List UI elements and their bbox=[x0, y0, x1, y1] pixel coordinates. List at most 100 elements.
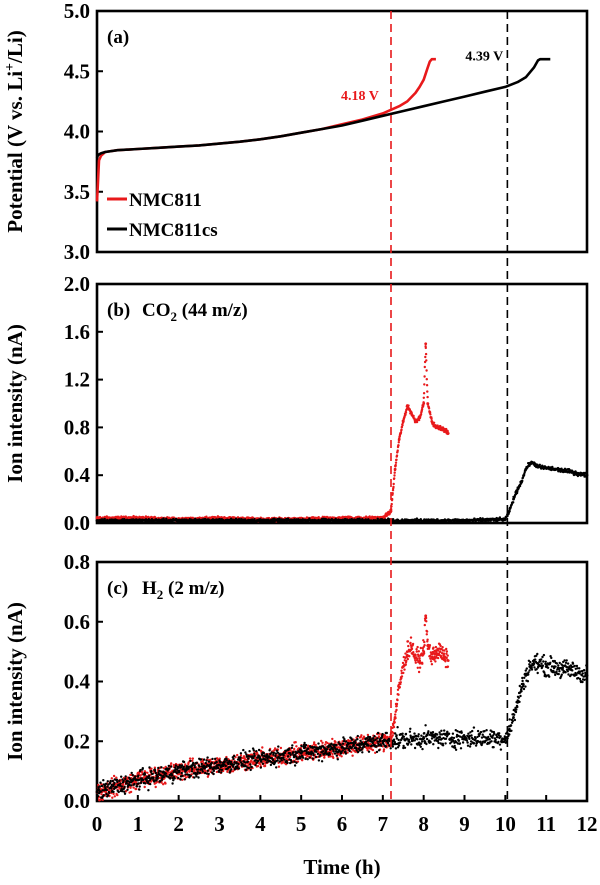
data-point bbox=[294, 741, 297, 744]
data-point bbox=[141, 771, 144, 774]
data-point bbox=[360, 734, 363, 737]
data-point bbox=[332, 756, 335, 760]
data-point bbox=[295, 745, 298, 748]
data-point bbox=[584, 471, 587, 475]
data-point bbox=[191, 767, 194, 771]
data-point bbox=[212, 772, 215, 776]
data-point bbox=[108, 791, 111, 795]
data-point bbox=[404, 411, 408, 414]
data-point-key bbox=[426, 644, 430, 647]
data-point-key bbox=[424, 614, 428, 618]
data-point bbox=[153, 769, 157, 773]
data-point-key bbox=[532, 461, 536, 465]
data-point bbox=[107, 794, 110, 797]
data-point-key bbox=[430, 420, 434, 423]
data-point bbox=[396, 449, 399, 452]
data-point-key bbox=[414, 420, 417, 423]
data-point bbox=[164, 782, 167, 785]
data-point bbox=[98, 785, 102, 788]
data-point bbox=[518, 484, 522, 488]
data-point-key bbox=[520, 479, 524, 483]
data-point-key bbox=[95, 519, 99, 522]
data-point bbox=[400, 428, 403, 431]
data-point bbox=[100, 784, 104, 788]
data-point bbox=[102, 779, 105, 782]
data-point bbox=[406, 640, 410, 643]
y-tick-label: 1.6 bbox=[64, 320, 90, 344]
data-point bbox=[115, 778, 119, 781]
data-point bbox=[277, 765, 281, 768]
data-point bbox=[393, 477, 396, 480]
data-point bbox=[426, 638, 429, 641]
data-point bbox=[178, 764, 182, 767]
data-point bbox=[287, 747, 291, 750]
data-point bbox=[313, 741, 316, 744]
data-point bbox=[184, 763, 187, 766]
data-point bbox=[133, 782, 136, 786]
data-point bbox=[161, 521, 164, 524]
data-point bbox=[512, 501, 515, 504]
data-point bbox=[183, 778, 187, 781]
data-point bbox=[239, 756, 242, 759]
data-point bbox=[164, 772, 168, 775]
data-point-key bbox=[405, 650, 409, 653]
data-point bbox=[278, 760, 281, 763]
data-point bbox=[207, 760, 211, 763]
y-tick-label: 0.4 bbox=[64, 463, 91, 487]
data-point bbox=[216, 767, 220, 770]
data-point bbox=[139, 781, 143, 785]
data-point bbox=[405, 659, 408, 663]
y-axis-title: Ion intensity (nA) bbox=[3, 324, 27, 483]
series-line-nmc811cs bbox=[95, 57, 551, 159]
data-point bbox=[219, 761, 222, 764]
data-point bbox=[436, 656, 440, 660]
data-point bbox=[392, 482, 395, 486]
data-point bbox=[324, 743, 327, 746]
data-point bbox=[423, 623, 426, 627]
data-point bbox=[392, 485, 395, 489]
data-point bbox=[143, 773, 147, 776]
data-point bbox=[263, 764, 267, 768]
data-point bbox=[246, 764, 249, 767]
data-point bbox=[166, 772, 169, 776]
data-point bbox=[111, 796, 114, 799]
data-point-key bbox=[528, 461, 532, 465]
data-point bbox=[123, 792, 127, 795]
data-point bbox=[264, 758, 267, 761]
data-point-key bbox=[569, 470, 573, 473]
data-point bbox=[104, 782, 108, 785]
data-point-key bbox=[552, 467, 556, 471]
data-point-key bbox=[536, 465, 540, 469]
data-point-key bbox=[299, 519, 303, 522]
data-point bbox=[243, 761, 247, 764]
data-point bbox=[180, 771, 183, 775]
y-tick-label: 1.2 bbox=[64, 368, 90, 392]
data-point bbox=[157, 766, 160, 770]
data-point bbox=[217, 770, 221, 774]
data-point bbox=[445, 427, 448, 431]
series-scatter-nmc811cs bbox=[95, 460, 589, 524]
data-point bbox=[256, 764, 260, 768]
data-point bbox=[306, 758, 309, 761]
data-point bbox=[162, 783, 165, 786]
data-point-key bbox=[177, 519, 181, 522]
data-point-key bbox=[512, 497, 515, 501]
data-point bbox=[395, 454, 399, 457]
data-point-key bbox=[508, 509, 511, 513]
data-point bbox=[426, 395, 429, 399]
data-point bbox=[279, 746, 283, 750]
data-point bbox=[143, 785, 146, 789]
data-point-key bbox=[561, 469, 564, 472]
data-point bbox=[423, 644, 426, 647]
annotation-label: 4.18 V bbox=[341, 89, 379, 104]
series-line-nmc811 bbox=[95, 57, 436, 202]
data-point bbox=[392, 725, 396, 729]
data-point bbox=[293, 760, 296, 763]
data-point bbox=[237, 767, 240, 770]
data-point bbox=[261, 746, 264, 749]
data-point bbox=[334, 740, 337, 744]
data-point bbox=[422, 396, 425, 399]
data-point bbox=[126, 788, 129, 791]
data-point bbox=[320, 739, 323, 743]
